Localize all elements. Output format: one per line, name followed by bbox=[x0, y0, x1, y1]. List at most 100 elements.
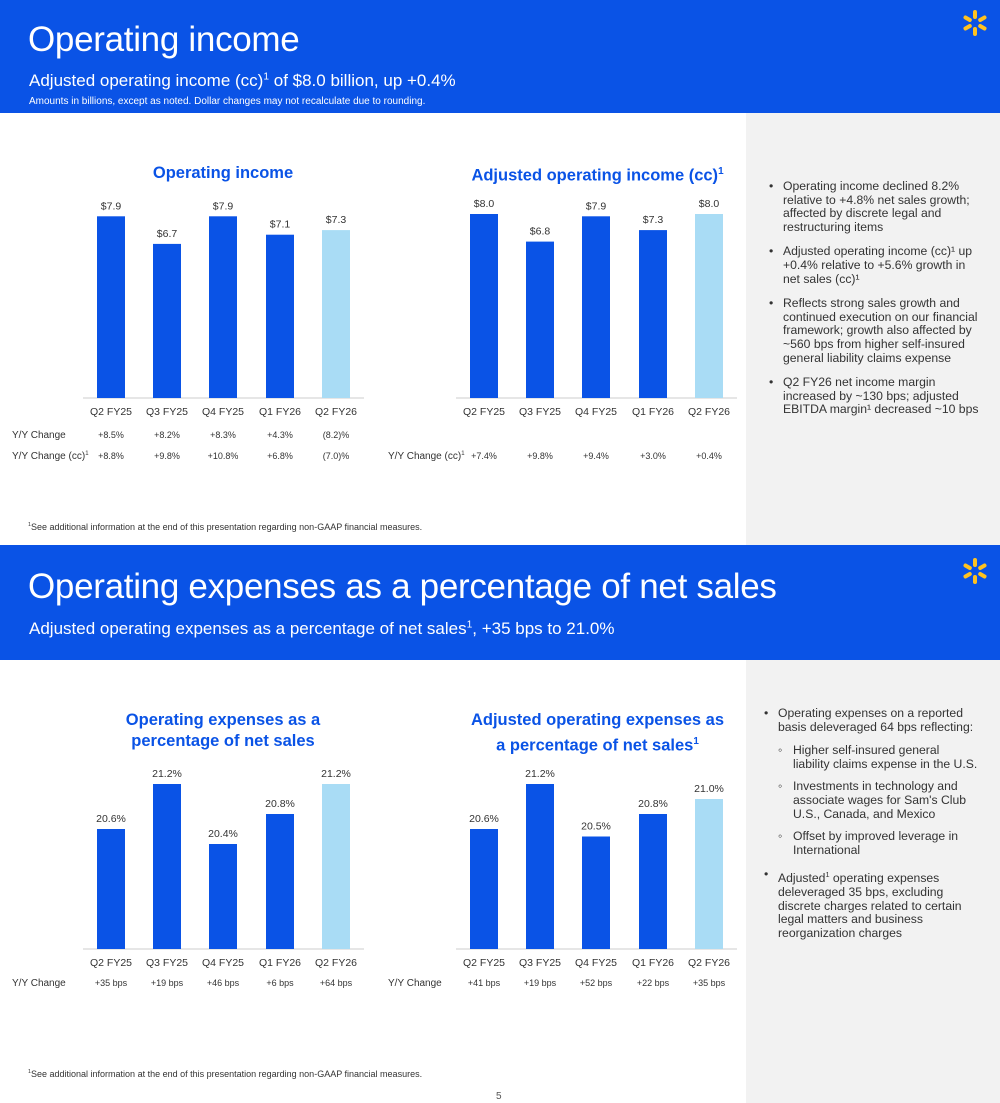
adjusted-operating-income-chart: $8.0 Q2 FY25 $6.8 Q3 FY25 $7.9 Q4 FY25 $7.3 Q1 … bbox=[388, 198, 737, 462]
page-subtitle: Adjusted operating income (cc)1 of $8.0 … bbox=[29, 71, 456, 90]
page-number: 5 bbox=[496, 1091, 502, 1102]
chart-title-adjusted-operating-income: Adjusted operating income (cc)1 bbox=[471, 166, 724, 185]
category-tick-label: Q4 FY25 bbox=[575, 406, 617, 418]
chart-bar bbox=[322, 230, 350, 398]
sub-bullet-list: Higher self-insured general liability cl… bbox=[778, 743, 979, 857]
row-value: +3.0% bbox=[640, 451, 666, 461]
bullet-item: Operating income declined 8.2% relative … bbox=[769, 179, 979, 234]
data-label: $7.1 bbox=[270, 219, 291, 231]
page-title: Operating income bbox=[28, 20, 300, 59]
chart-title-operating-income: Operating income bbox=[152, 164, 294, 182]
chart-title-operating-expenses: Operating expenses as a percentage of ne… bbox=[125, 711, 321, 750]
section1-header: Operating income Adjusted operating inco… bbox=[0, 0, 1000, 113]
row-label: Y/Y Change bbox=[388, 978, 442, 989]
chart-bar bbox=[470, 214, 498, 398]
data-label: 21.0% bbox=[694, 783, 724, 795]
category-tick-label: Q2 FY25 bbox=[90, 957, 132, 969]
row-value: +35 bps bbox=[693, 978, 726, 988]
category-tick-label: Q2 FY26 bbox=[315, 406, 357, 418]
data-label: 21.2% bbox=[152, 768, 182, 780]
chart-bar bbox=[582, 836, 610, 949]
row-value: +0.4% bbox=[696, 451, 722, 461]
row-value: +41 bps bbox=[468, 978, 501, 988]
chart-bar bbox=[266, 814, 294, 949]
section1-footnote: 1See additional information at the end o… bbox=[28, 522, 423, 532]
sub-bullet-item: Offset by improved leverage in Internati… bbox=[778, 829, 979, 857]
spark-logo-icon bbox=[963, 558, 987, 584]
sub-bullet-item: Investments in technology and associate … bbox=[778, 780, 979, 821]
category-tick-label: Q3 FY25 bbox=[519, 406, 561, 418]
category-tick-label: Q3 FY25 bbox=[519, 957, 561, 969]
data-label: 20.8% bbox=[265, 798, 295, 810]
data-label: $7.9 bbox=[213, 200, 234, 212]
data-label: 20.5% bbox=[581, 821, 611, 833]
row-value: +6 bps bbox=[266, 978, 294, 988]
chart-bar bbox=[322, 784, 350, 949]
row-value: +46 bps bbox=[207, 978, 240, 988]
row-label: Y/Y Change (cc)1 bbox=[12, 451, 89, 462]
section1-bullet-list: Operating income declined 8.2% relative … bbox=[769, 179, 979, 428]
row-value: (8.2)% bbox=[323, 430, 350, 440]
category-tick-label: Q2 FY26 bbox=[688, 957, 730, 969]
operating-expenses-chart: 20.6% Q2 FY25 21.2% Q3 FY25 20.4% Q4 FY25 20.8… bbox=[12, 768, 364, 989]
chart-bar bbox=[526, 241, 554, 398]
data-label: 20.6% bbox=[96, 813, 126, 825]
row-value: +19 bps bbox=[524, 978, 557, 988]
row-label-footnote: 1 bbox=[85, 451, 89, 457]
chart-bar bbox=[153, 784, 181, 949]
data-label: 20.8% bbox=[638, 798, 668, 810]
chart-bar bbox=[526, 784, 554, 949]
chart-bar bbox=[470, 829, 498, 949]
section2-title: Operating expenses as a percentage of ne… bbox=[28, 567, 777, 606]
category-tick-label: Q1 FY26 bbox=[259, 957, 301, 969]
row-value: +4.3% bbox=[267, 430, 293, 440]
data-label: $8.0 bbox=[699, 198, 720, 210]
amounts-note: Amounts in billions, except as noted. Do… bbox=[29, 96, 426, 107]
row-value: (7.0)% bbox=[323, 451, 350, 461]
bullet-item: Q2 FY26 net income margin increased by ~… bbox=[769, 375, 979, 417]
row-label: Y/Y Change bbox=[12, 978, 66, 989]
row-label-footnote: 1 bbox=[461, 451, 465, 457]
row-value: +6.8% bbox=[267, 451, 293, 461]
data-label: $8.0 bbox=[474, 198, 495, 210]
chart-bar bbox=[266, 234, 294, 398]
adjusted-operating-expenses-chart: 20.6% Q2 FY25 21.2% Q3 FY25 20.5% Q4 FY25 20.8… bbox=[388, 768, 737, 989]
section2-footnote: 1See additional information at the end o… bbox=[28, 1069, 423, 1079]
chart-bar bbox=[695, 799, 723, 949]
category-tick-label: Q1 FY26 bbox=[632, 406, 674, 418]
row-label: Y/Y Change (cc)1 bbox=[388, 451, 465, 462]
data-label: 21.2% bbox=[321, 768, 351, 780]
category-tick-label: Q1 FY26 bbox=[259, 406, 301, 418]
category-tick-label: Q2 FY25 bbox=[463, 957, 505, 969]
row-value: +19 bps bbox=[151, 978, 184, 988]
chart-bar bbox=[695, 214, 723, 398]
category-tick-label: Q4 FY25 bbox=[575, 957, 617, 969]
row-value: +8.2% bbox=[154, 430, 180, 440]
section2-bullet-list: Operating expenses on a reported basis d… bbox=[764, 706, 979, 951]
bullet-item: Reflects strong sales growth and continu… bbox=[769, 296, 979, 365]
row-value: +9.8% bbox=[154, 451, 180, 461]
sub-bullet-item: Higher self-insured general liability cl… bbox=[778, 743, 979, 771]
category-tick-label: Q3 FY25 bbox=[146, 406, 188, 418]
category-tick-label: Q4 FY25 bbox=[202, 406, 244, 418]
data-label: $7.3 bbox=[326, 214, 347, 226]
row-value: +52 bps bbox=[580, 978, 613, 988]
data-label: $7.9 bbox=[101, 200, 122, 212]
chart-bar bbox=[582, 216, 610, 398]
bullet-item: Adjusted operating income (cc)¹ up +0.4%… bbox=[769, 245, 979, 286]
chart-bar bbox=[209, 844, 237, 949]
row-label: Y/Y Change bbox=[12, 430, 66, 441]
row-value: +8.5% bbox=[98, 430, 124, 440]
data-label: $7.3 bbox=[643, 214, 664, 226]
row-value: +8.3% bbox=[210, 430, 236, 440]
spark-logo-icon bbox=[963, 10, 987, 36]
bullet-item: Operating expenses on a reported basis d… bbox=[764, 706, 979, 857]
section2-header: Operating expenses as a percentage of ne… bbox=[0, 545, 1000, 660]
row-value: +8.8% bbox=[98, 451, 124, 461]
data-label: 20.6% bbox=[469, 813, 499, 825]
category-tick-label: Q1 FY26 bbox=[632, 957, 674, 969]
category-tick-label: Q2 FY25 bbox=[463, 406, 505, 418]
category-tick-label: Q2 FY25 bbox=[90, 406, 132, 418]
chart-bar bbox=[153, 243, 181, 398]
data-label: 21.2% bbox=[525, 768, 555, 780]
